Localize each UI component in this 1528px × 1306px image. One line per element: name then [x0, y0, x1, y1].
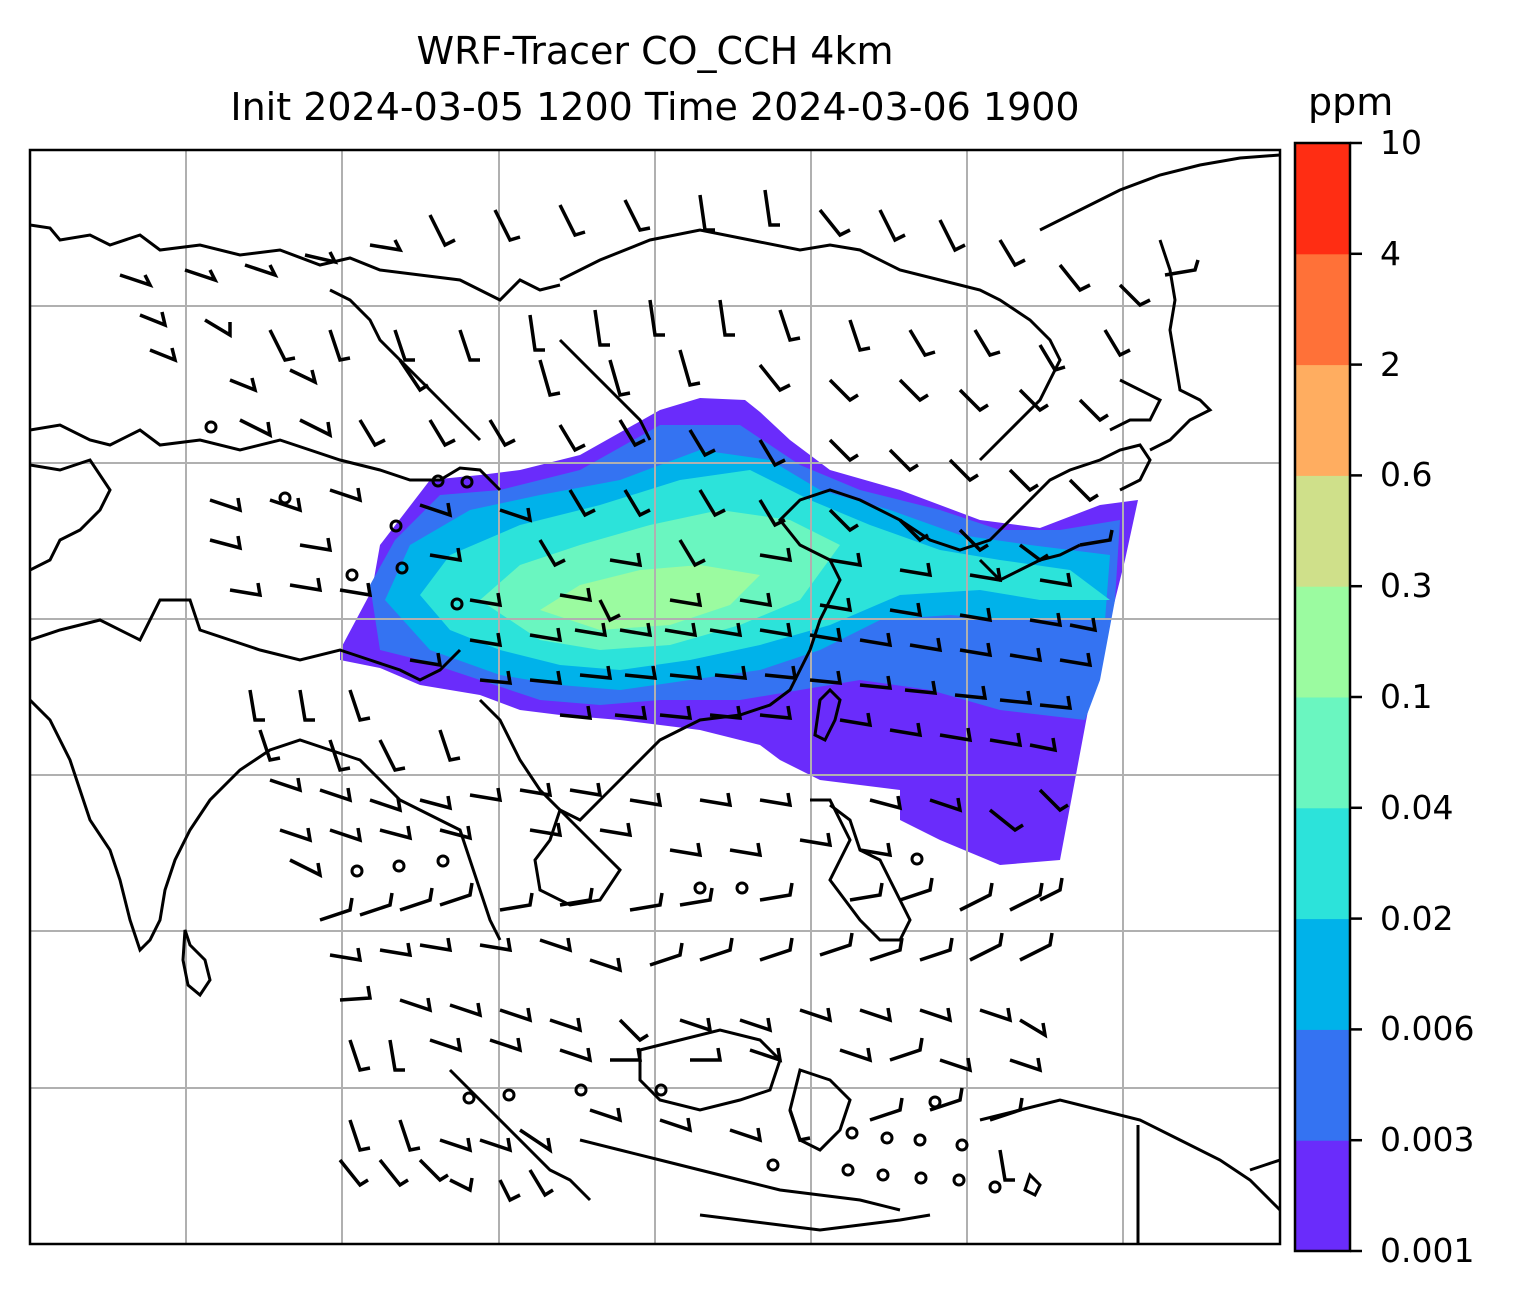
colorbar	[1295, 143, 1350, 1252]
colorbar-tick-label: 10	[1380, 123, 1422, 162]
colorbar-tick-label: 0.1	[1380, 677, 1433, 716]
colorbar-bin	[1295, 586, 1350, 698]
map-title-line1: WRF-Tracer CO_CCH 4km	[416, 29, 894, 73]
colorbar-unit-label: ppm	[1308, 80, 1394, 124]
colorbar-bin	[1295, 143, 1350, 255]
wind-barbs	[119, 189, 1200, 1203]
colorbar-bin	[1295, 1140, 1350, 1252]
coastlines	[30, 153, 1280, 1244]
colorbar-bin	[1295, 918, 1350, 1030]
colorbar-tick-label: 4	[1380, 233, 1401, 273]
colorbar-bin	[1295, 697, 1350, 809]
colorbar-tick-label: 0.02	[1380, 898, 1454, 938]
colorbar-bin	[1295, 807, 1350, 920]
calm-wind-markers	[204, 420, 1002, 1194]
colorbar-tick-label: 0.3	[1380, 566, 1433, 606]
colorbar-ticks	[1350, 141, 1362, 1253]
map-frame	[28, 148, 1282, 1246]
map-title-line2: Init 2024-03-05 1200 Time 2024-03-06 190…	[230, 85, 1080, 129]
colorbar-tick-label: 0.006	[1380, 1009, 1475, 1049]
plume-level-0.1	[540, 565, 760, 630]
map-panel	[28, 148, 1282, 1246]
colorbar-tick-label: 0.003	[1380, 1120, 1475, 1160]
colorbar-tick-label: 0.001	[1380, 1231, 1475, 1270]
colorbar-bin	[1295, 253, 1350, 366]
colorbar-tick-label: 0.6	[1380, 455, 1433, 495]
colorbar-bin	[1295, 1029, 1350, 1141]
colorbar-bin	[1295, 475, 1350, 587]
colorbar-tick-label: 0.04	[1380, 787, 1454, 827]
colorbar-tick-label: 2	[1380, 344, 1401, 384]
colorbar-bin	[1295, 364, 1350, 476]
